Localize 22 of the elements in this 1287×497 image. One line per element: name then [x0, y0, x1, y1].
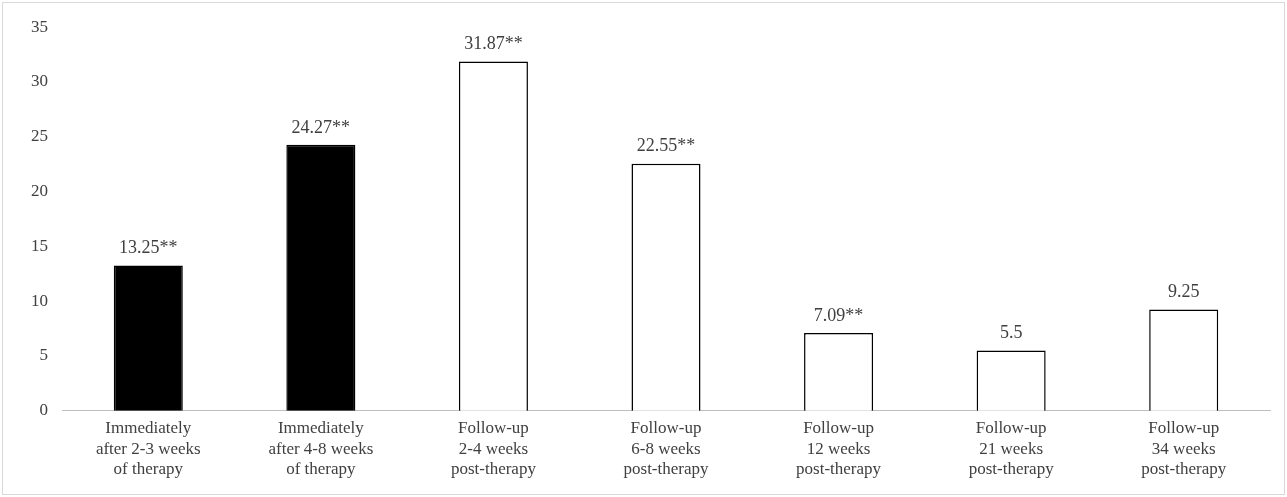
y-tick-label: 15 — [31, 235, 48, 255]
y-tick-label: 30 — [31, 71, 48, 91]
x-tick-label: Follow-up 6-8 weeks post-therapy — [623, 418, 709, 479]
data-label: 13.25** — [119, 237, 178, 258]
y-tick-label: 10 — [31, 290, 48, 310]
x-tick-label: Follow-up 12 weeks post-therapy — [796, 418, 882, 479]
y-tick-label: 20 — [31, 181, 48, 201]
x-tick-label: Follow-up 2-4 weeks post-therapy — [450, 418, 537, 479]
data-label: 22.55** — [636, 135, 696, 156]
x-tick-label: Immediately after 2-3 weeks of therapy — [95, 418, 201, 479]
y-tick-label: 0 — [39, 400, 48, 420]
x-tick-label: Follow-up 21 weeks post-therapy — [968, 418, 1055, 479]
data-label: 5.5 — [999, 322, 1023, 343]
data-label: 9.25 — [1167, 281, 1200, 302]
y-tick-label: 35 — [31, 16, 48, 36]
x-tick-label: Follow-up 34 weeks post-therapy — [1141, 418, 1227, 479]
data-label: 24.27** — [291, 116, 351, 137]
data-label: 31.87** — [464, 33, 523, 54]
y-tick-label: 25 — [31, 126, 48, 146]
y-tick-label: 5 — [39, 345, 48, 365]
data-label: 7.09** — [813, 304, 864, 325]
x-tick-label: Immediately after 4-8 weeks of therapy — [268, 418, 374, 479]
